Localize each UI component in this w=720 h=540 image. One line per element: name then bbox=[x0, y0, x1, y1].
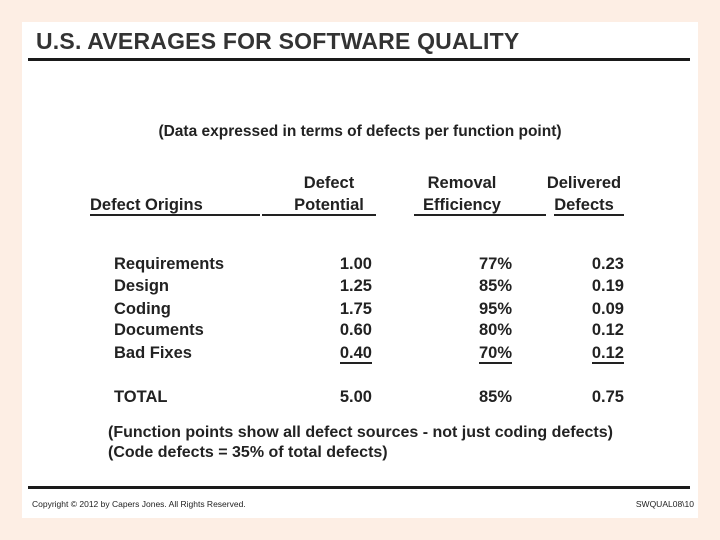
total-delivered: 0.75 bbox=[591, 388, 624, 406]
subtitle: (Data expressed in terms of defects per … bbox=[158, 123, 562, 140]
slide-title: U.S. AVERAGES FOR SOFTWARE QUALITY bbox=[36, 28, 520, 54]
row-efficiency-value: 70% bbox=[478, 344, 512, 364]
row-delivered: 0.19 bbox=[591, 277, 624, 295]
header-rule bbox=[262, 214, 376, 216]
slide-code: SWQUAL08\10 bbox=[635, 499, 694, 509]
header-delivered-line2: Defects bbox=[554, 196, 614, 214]
header-potential-line2: Potential bbox=[294, 196, 364, 214]
row-efficiency: 70% bbox=[422, 343, 512, 364]
row-efficiency: 77% bbox=[478, 255, 512, 273]
header-efficiency-line2: Efficiency bbox=[423, 196, 501, 214]
row-efficiency: 95% bbox=[478, 300, 512, 318]
row-origin: Requirements bbox=[114, 255, 225, 273]
header-delivered-line1: Delivered bbox=[546, 174, 622, 192]
row-origin: Bad Fixes bbox=[114, 344, 192, 362]
header-defect-origins: Defect Origins bbox=[90, 196, 203, 214]
total-potential: 5.00 bbox=[339, 388, 372, 406]
header-potential-line1: Defect bbox=[303, 174, 355, 192]
header-rule bbox=[414, 214, 546, 216]
title-divider bbox=[28, 58, 690, 61]
row-origin: Design bbox=[114, 277, 170, 295]
row-potential: 1.75 bbox=[339, 300, 372, 318]
total-label: TOTAL bbox=[114, 388, 168, 406]
note-code-defects: (Code defects = 35% of total defects) bbox=[108, 444, 388, 461]
row-delivered: 0.23 bbox=[591, 255, 624, 273]
row-potential: 1.00 bbox=[339, 255, 372, 273]
footer-divider bbox=[28, 486, 690, 489]
header-rule bbox=[554, 214, 624, 216]
row-origin: Coding bbox=[114, 300, 171, 318]
note-function-points: (Function points show all defect sources… bbox=[108, 424, 613, 441]
row-delivered-value: 0.12 bbox=[591, 344, 624, 364]
row-potential: 1.25 bbox=[339, 277, 372, 295]
row-delivered: 0.09 bbox=[591, 300, 624, 318]
row-delivered: 0.12 bbox=[532, 343, 624, 364]
copyright-text: Copyright © 2012 by Capers Jones. All Ri… bbox=[32, 499, 246, 509]
row-efficiency: 85% bbox=[478, 277, 512, 295]
row-delivered: 0.12 bbox=[591, 321, 624, 339]
row-potential: 0.40 bbox=[282, 343, 372, 364]
slide: U.S. AVERAGES FOR SOFTWARE QUALITY (Data… bbox=[22, 22, 698, 518]
total-efficiency: 85% bbox=[478, 388, 512, 406]
row-potential-value: 0.40 bbox=[339, 344, 372, 364]
header-efficiency-line1: Removal bbox=[427, 174, 497, 192]
header-rule bbox=[90, 214, 260, 216]
row-efficiency: 80% bbox=[478, 321, 512, 339]
row-potential: 0.60 bbox=[339, 321, 372, 339]
row-origin: Documents bbox=[114, 321, 204, 339]
